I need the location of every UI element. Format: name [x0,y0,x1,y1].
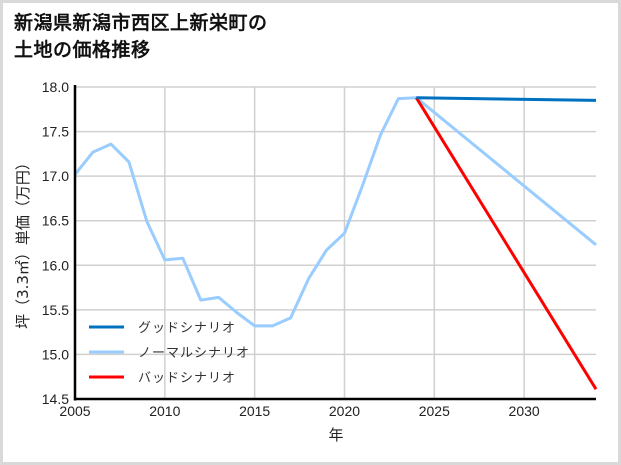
legend-label: ノーマルシナリオ [138,346,250,361]
y-tick-label: 15.5 [42,302,69,318]
chart-title: 新潟県新潟市西区上新栄町の 土地の価格推移 [14,10,268,64]
y-tick-label: 17.0 [42,168,69,184]
x-axis-label: 年 [328,426,343,444]
legend-label: バッドシナリオ [138,371,236,386]
y-tick-label: 16.0 [42,257,69,273]
x-tick-label: 2005 [59,403,90,419]
y-tick-label: 15.0 [42,346,69,362]
chart-title-line-2: 土地の価格推移 [14,39,151,61]
tick-labels: 14.5 15.0 15.5 16.0 16.5 17.0 17.5 18.0 2005 2010… [42,79,540,419]
x-tick-label: 2020 [329,403,360,419]
x-tick-label: 2010 [149,403,180,419]
axes [73,85,596,401]
series-line-2 [415,96,598,390]
y-tick-label: 16.5 [42,213,69,229]
y-axis-label: 坪（3.3㎡）単価（万円） [14,155,32,329]
x-tick-label: 2025 [419,403,450,419]
x-tick-label: 2030 [509,403,540,419]
y-tick-label: 14.5 [42,391,69,407]
y-tick-label: 18.0 [42,79,69,95]
series-line-0 [416,96,597,102]
chart-title-line-1: 新潟県新潟市西区上新栄町の [14,12,268,34]
legend-label: グッドシナリオ [138,321,236,336]
y-tick-label: 17.5 [42,124,69,140]
x-tick-label: 2015 [239,403,270,419]
series-line-1 [73,96,597,328]
series-lines [73,96,598,390]
